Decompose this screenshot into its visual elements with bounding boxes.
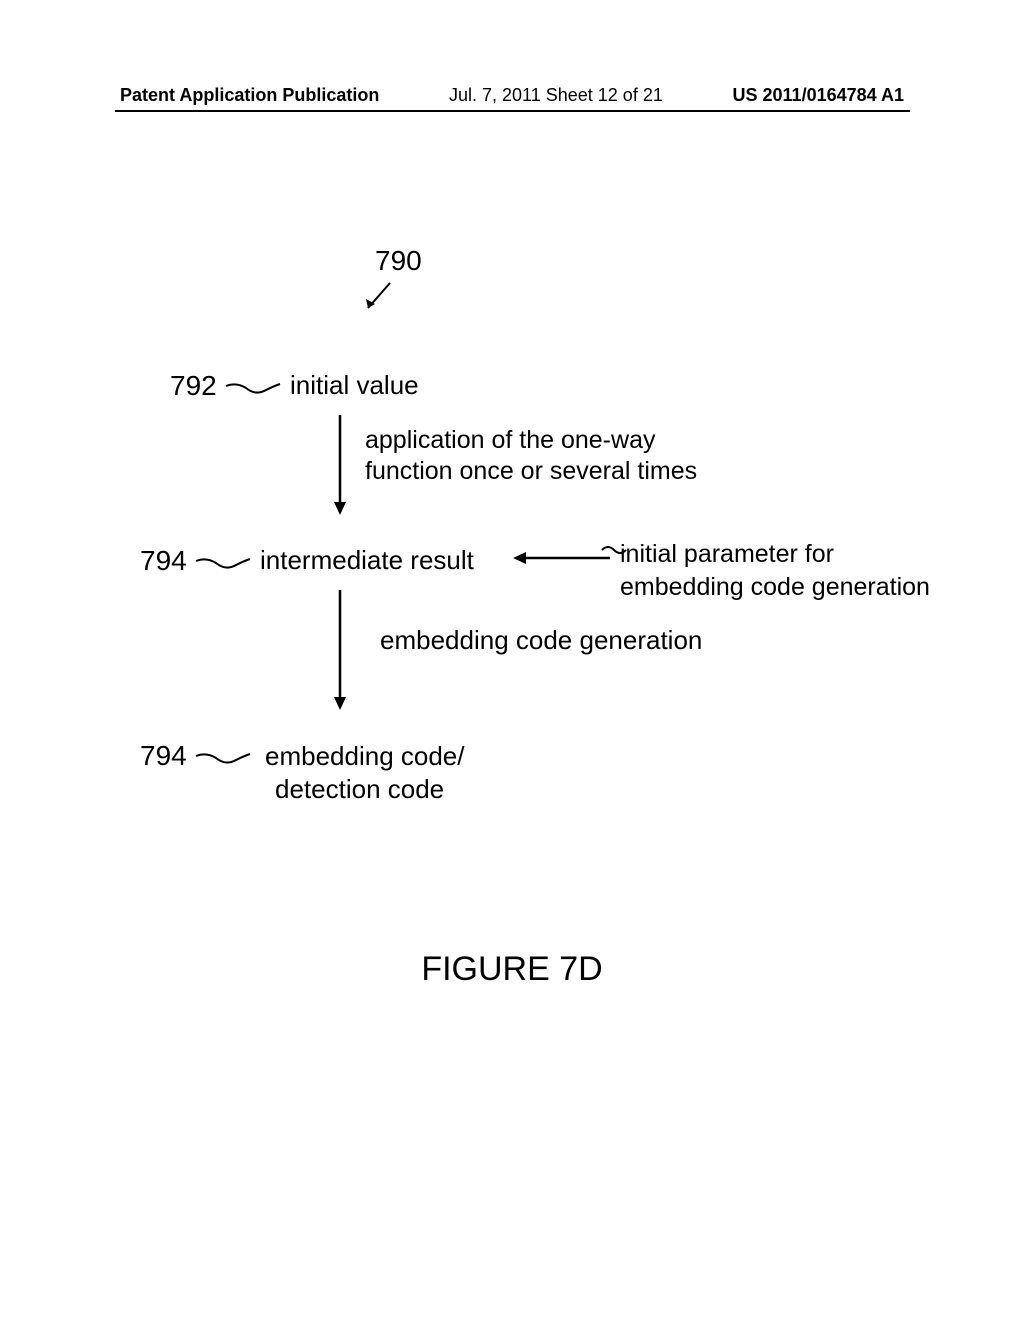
edge-label-embedding-gen: embedding code generation	[380, 625, 702, 656]
squiggle-794b	[194, 752, 254, 770]
header-right: US 2011/0164784 A1	[733, 85, 904, 106]
node-intermediate-result: intermediate result	[260, 545, 474, 576]
node-initial-value: initial value	[290, 370, 419, 401]
arrow-down-2	[330, 585, 350, 715]
leader-line-790	[360, 278, 400, 318]
squiggle-794a	[194, 557, 254, 575]
reference-number-790: 790	[375, 245, 422, 277]
embedding-code-line1: embedding code/	[265, 741, 464, 771]
reference-number-794b: 794	[140, 740, 187, 772]
initial-param-line2: embedding code generation	[620, 573, 930, 601]
reference-number-794a: 794	[140, 545, 187, 577]
header-center: Jul. 7, 2011 Sheet 12 of 21	[449, 85, 663, 106]
squiggle-792	[224, 382, 284, 400]
embedding-code-line2: detection code	[265, 774, 444, 804]
header-rule	[115, 110, 910, 112]
initial-param-line1: initial parameter for	[620, 540, 834, 568]
node-embedding-code: embedding code/ detection code	[265, 740, 464, 805]
page-header: Patent Application Publication Jul. 7, 2…	[0, 85, 1024, 106]
application-line1: application of the one-way	[365, 426, 655, 454]
header-left: Patent Application Publication	[120, 85, 379, 106]
application-line2: function once or several times	[365, 457, 697, 485]
arrow-down-1	[330, 410, 350, 520]
label-initial-parameter: initial parameter for embedding code gen…	[620, 538, 930, 603]
reference-number-792: 792	[170, 370, 217, 402]
edge-label-application: application of the one-way function once…	[365, 425, 697, 488]
figure-caption: FIGURE 7D	[0, 950, 1024, 989]
